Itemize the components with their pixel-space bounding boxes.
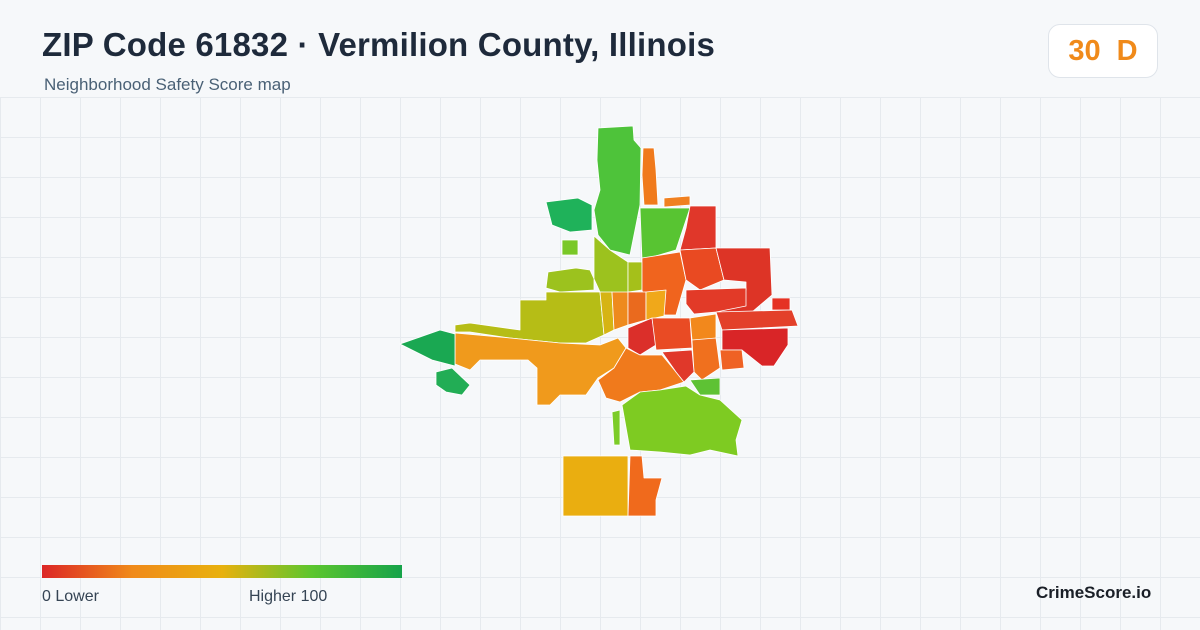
region-center-orange-b[interactable] — [611, 291, 629, 331]
region-north-top-orange[interactable] — [663, 195, 691, 208]
region-northwest-island[interactable] — [545, 197, 593, 233]
region-center-lightgreen[interactable] — [627, 261, 643, 293]
region-east-orangered-small[interactable] — [719, 349, 745, 371]
region-core-red[interactable] — [627, 317, 657, 356]
region-north-green[interactable] — [593, 125, 642, 256]
region-far-east-small[interactable] — [771, 297, 791, 311]
region-east-orange[interactable] — [689, 313, 717, 341]
region-north-center-green[interactable] — [639, 207, 691, 261]
score-value: 30 — [1068, 34, 1101, 67]
region-center-amber[interactable] — [645, 289, 667, 321]
region-west-orange-large[interactable] — [454, 332, 627, 406]
legend-min-label: 0 Lower — [42, 588, 99, 605]
score-grade: D — [1116, 34, 1138, 67]
region-center-orange-c[interactable] — [627, 291, 647, 326]
page-title: ZIP Code 61832 · Vermilion County, Illin… — [42, 26, 716, 63]
brand-name[interactable]: CrimeScore.io — [1036, 583, 1152, 602]
region-center-orangered[interactable] — [679, 247, 725, 291]
legend-color-scale — [42, 565, 402, 578]
region-south-strip[interactable] — [611, 409, 621, 446]
region-south-green-large[interactable] — [621, 385, 743, 457]
region-core-orangered[interactable] — [651, 317, 693, 351]
region-far-south-orange[interactable] — [627, 455, 663, 517]
region-far-west-green[interactable] — [399, 329, 456, 367]
safety-score-badge: 30 D — [1048, 24, 1158, 78]
region-far-south-amber[interactable] — [562, 455, 629, 517]
region-south-small-green[interactable] — [689, 377, 721, 396]
page-subtitle: Neighborhood Safety Score map — [44, 75, 291, 94]
region-small-island[interactable] — [561, 239, 579, 256]
region-east-orange-b[interactable] — [691, 337, 721, 381]
legend-max-label: Higher 100 — [249, 588, 328, 605]
region-east-red-b[interactable] — [715, 309, 799, 331]
region-west-yellowgreen[interactable] — [454, 291, 605, 344]
region-north-orange-strip[interactable] — [641, 147, 659, 206]
region-south-core-red[interactable] — [661, 349, 695, 383]
region-west-island[interactable] — [435, 367, 471, 396]
